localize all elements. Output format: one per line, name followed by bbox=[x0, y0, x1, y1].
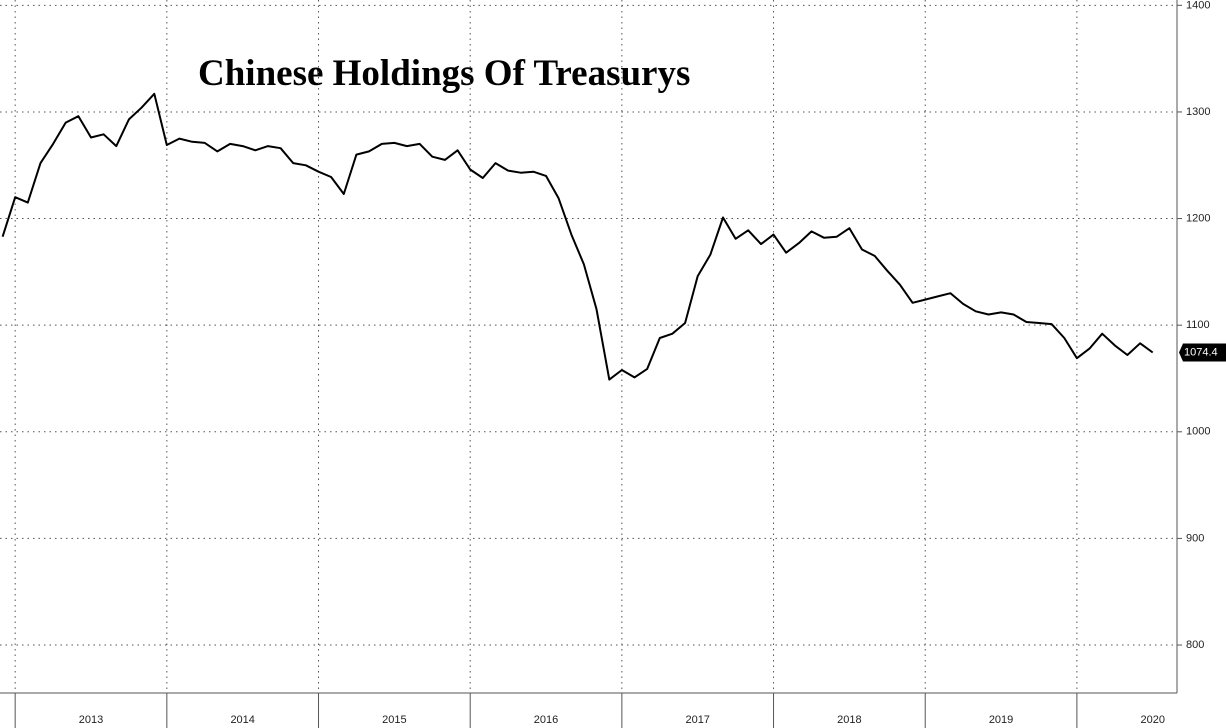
x-tick-label: 2014 bbox=[230, 714, 254, 726]
y-tick-label: 1400 bbox=[1186, 0, 1210, 11]
chart-title: Chinese Holdings Of Treasurys bbox=[198, 53, 690, 94]
x-tick-label: 2017 bbox=[685, 714, 709, 726]
y-tick-label: 1200 bbox=[1186, 212, 1210, 224]
x-tick-label: 2016 bbox=[534, 714, 558, 726]
last-value-label: 1074.4 bbox=[1184, 346, 1218, 358]
last-value-box bbox=[1179, 343, 1226, 362]
y-tick-label: 800 bbox=[1186, 639, 1204, 651]
x-tick-label: 2015 bbox=[382, 714, 406, 726]
y-tick-label: 1300 bbox=[1186, 106, 1210, 118]
x-tick-label: 2019 bbox=[989, 714, 1013, 726]
x-tick-label: 2018 bbox=[837, 714, 861, 726]
y-tick-label: 1000 bbox=[1186, 426, 1210, 438]
y-tick-label: 900 bbox=[1186, 532, 1204, 544]
y-tick-label: 1100 bbox=[1186, 319, 1210, 331]
line bbox=[1, 92, 1154, 381]
x-tick-label: 2020 bbox=[1140, 714, 1164, 726]
x-tick-label: 2013 bbox=[79, 714, 103, 726]
